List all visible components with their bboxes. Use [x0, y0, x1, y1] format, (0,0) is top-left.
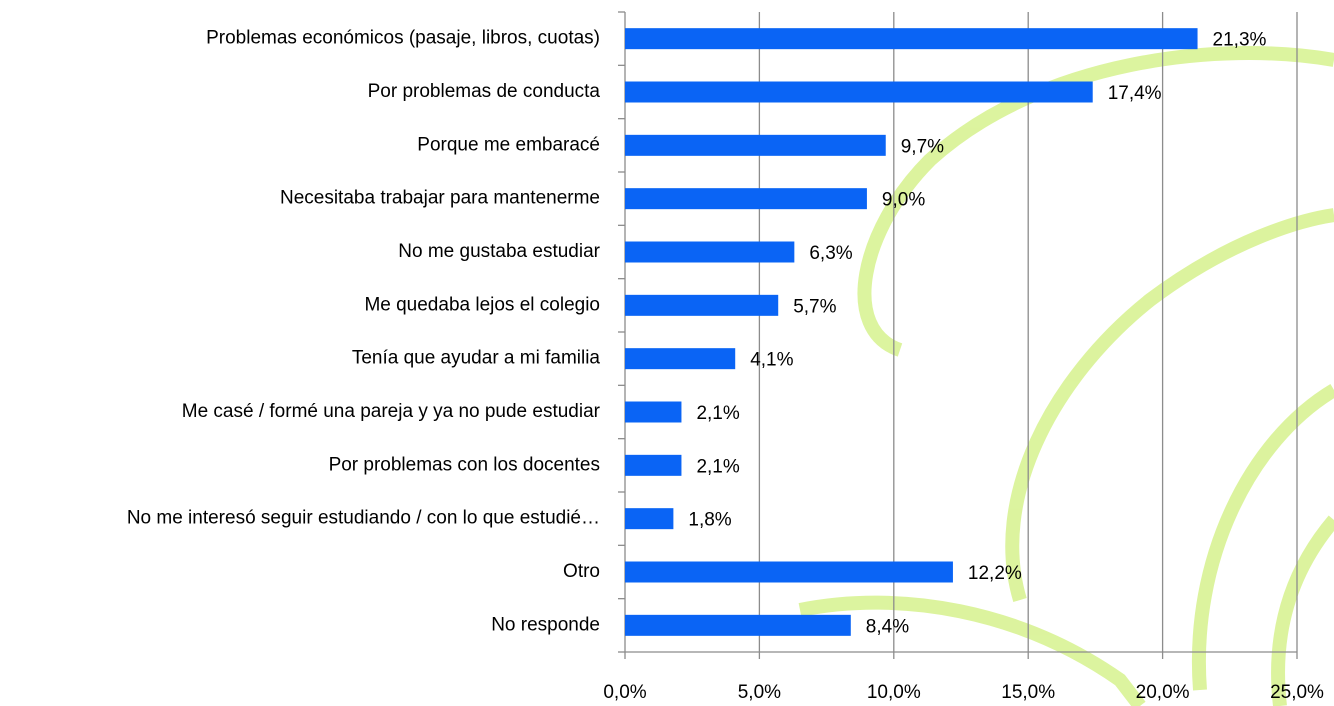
bar	[625, 348, 735, 369]
x-tick-label: 10,0%	[867, 682, 921, 703]
bar	[625, 508, 673, 529]
category-label: Tenía que ayudar a mi familia	[352, 348, 601, 369]
value-label: 1,8%	[688, 510, 731, 531]
bar	[625, 562, 953, 583]
value-label: 4,1%	[750, 350, 793, 371]
x-tick-label: 5,0%	[738, 682, 781, 703]
value-label: 5,7%	[793, 296, 836, 317]
category-label: No me gustaba estudiar	[398, 241, 600, 262]
value-label: 17,4%	[1108, 83, 1162, 104]
x-tick-label: 25,0%	[1270, 682, 1324, 703]
value-label: 6,3%	[809, 243, 852, 264]
bar	[625, 188, 867, 209]
value-label: 21,3%	[1213, 30, 1267, 51]
x-tick-label: 0,0%	[603, 682, 646, 703]
x-tick-label: 20,0%	[1136, 682, 1190, 703]
category-label: Me quedaba lejos el colegio	[364, 294, 600, 315]
category-label: No responde	[491, 614, 600, 635]
page: 0,0% 5,0% 10,0% 15,0% 20,0% 25,0% Problemas ec…	[0, 0, 1334, 706]
bar	[625, 615, 851, 636]
category-label: Necesitaba trabajar para mantenerme	[280, 188, 600, 209]
category-label: Por problemas con los docentes	[329, 454, 600, 475]
bar	[625, 455, 681, 476]
x-tick-label: 15,0%	[1001, 682, 1055, 703]
bar	[625, 135, 886, 156]
category-label: Porque me embaracé	[417, 134, 600, 155]
bar	[625, 402, 681, 423]
value-label: 9,7%	[901, 136, 944, 157]
bar	[625, 28, 1198, 49]
category-label: Me casé / formé una pareja y ya no pude …	[182, 401, 601, 422]
value-label: 2,1%	[696, 403, 739, 424]
category-label: Por problemas de conducta	[368, 81, 601, 102]
value-label: 8,4%	[866, 616, 909, 637]
chart: 0,0% 5,0% 10,0% 15,0% 20,0% 25,0% Problemas ec…	[0, 0, 1334, 706]
category-label: No me interesó seguir estudiando / con l…	[127, 508, 600, 529]
value-label: 9,0%	[882, 190, 925, 211]
category-label: Problemas económicos (pasaje, libros, cu…	[206, 28, 600, 49]
bar	[625, 242, 794, 263]
bar	[625, 82, 1093, 103]
bar	[625, 295, 778, 316]
value-label: 2,1%	[696, 456, 739, 477]
value-label: 12,2%	[968, 563, 1022, 584]
category-label: Otro	[563, 561, 600, 582]
